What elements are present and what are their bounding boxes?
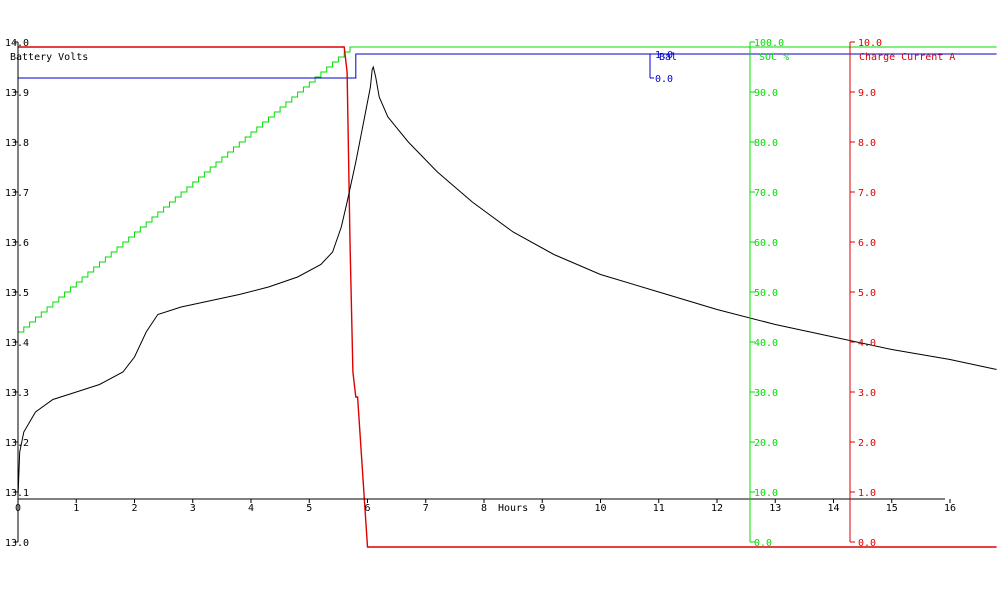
x-tick-label: 13 bbox=[769, 503, 781, 514]
x-tick-label: 7 bbox=[423, 503, 429, 514]
soc-tick-label: 10.0 bbox=[754, 488, 778, 499]
voltage-tick-label: 13.7 bbox=[5, 188, 29, 199]
x-tick-label: 6 bbox=[364, 503, 370, 514]
voltage-tick-label: 13.5 bbox=[5, 288, 29, 299]
series-layer bbox=[17, 46, 997, 548]
current-tick-label: 7.0 bbox=[858, 188, 876, 199]
balance-tick-label: 0.0 bbox=[655, 74, 673, 85]
axis-layer bbox=[17, 42, 945, 542]
voltage-axis-title: Battery Volts bbox=[10, 52, 88, 63]
soc-tick-label: 70.0 bbox=[754, 188, 778, 199]
soc-tick-label: 20.0 bbox=[754, 438, 778, 449]
soc-tick-label: 50.0 bbox=[754, 288, 778, 299]
voltage-tick-label: 13.8 bbox=[5, 138, 29, 149]
soc-axis-title: SOC % bbox=[759, 52, 789, 63]
voltage-tick-label: 13.4 bbox=[5, 338, 29, 349]
x-tick-label: 5 bbox=[306, 503, 312, 514]
voltage-tick-label: 14.0 bbox=[5, 38, 29, 49]
balance-series-line bbox=[18, 53, 997, 79]
voltage-tick-label: 13.2 bbox=[5, 438, 29, 449]
x-tick-label: 3 bbox=[190, 503, 196, 514]
current-tick-label: 2.0 bbox=[858, 438, 876, 449]
x-tick-label: 0 bbox=[15, 503, 21, 514]
x-tick-label: 10 bbox=[594, 503, 606, 514]
current-tick-label: 5.0 bbox=[858, 288, 876, 299]
current-tick-label: 8.0 bbox=[858, 138, 876, 149]
x-tick-label: 15 bbox=[886, 503, 898, 514]
soc-tick-label: 80.0 bbox=[754, 138, 778, 149]
balance-axis-title: Bal bbox=[659, 52, 677, 63]
x-tick-label: 11 bbox=[653, 503, 665, 514]
voltage-series-line bbox=[17, 65, 997, 498]
soc-series-line bbox=[18, 46, 997, 333]
current-tick-label: 0.0 bbox=[858, 538, 876, 549]
balance-tick-label: 1.0 bbox=[655, 50, 673, 61]
current-tick-label: 3.0 bbox=[858, 388, 876, 399]
voltage-tick-label: 13.0 bbox=[5, 538, 29, 549]
current-tick-label: 10.0 bbox=[858, 38, 882, 49]
soc-tick-label: 90.0 bbox=[754, 88, 778, 99]
current-tick-label: 6.0 bbox=[858, 238, 876, 249]
soc-tick-label: 30.0 bbox=[754, 388, 778, 399]
voltage-tick-label: 13.3 bbox=[5, 388, 29, 399]
x-tick-label: 4 bbox=[248, 503, 254, 514]
x-tick-label: 14 bbox=[827, 503, 839, 514]
voltage-tick-label: 13.1 bbox=[5, 488, 29, 499]
x-axis-label: Hours bbox=[498, 503, 528, 514]
current-tick-label: 1.0 bbox=[858, 488, 876, 499]
soc-tick-label: 0.0 bbox=[754, 538, 772, 549]
current-tick-label: 4.0 bbox=[858, 338, 876, 349]
label-layer: Hours Battery Volts SOC % Charge Current A B… bbox=[10, 52, 955, 514]
x-tick-label: 1 bbox=[73, 503, 79, 514]
x-tick-label: 9 bbox=[539, 503, 545, 514]
x-tick-label: 8 bbox=[481, 503, 487, 514]
voltage-tick-label: 13.9 bbox=[5, 88, 29, 99]
x-tick-label: 2 bbox=[131, 503, 137, 514]
soc-tick-label: 40.0 bbox=[754, 338, 778, 349]
voltage-tick-label: 13.6 bbox=[5, 238, 29, 249]
soc-tick-label: 60.0 bbox=[754, 238, 778, 249]
x-tick-label: 12 bbox=[711, 503, 723, 514]
current-axis-title: Charge Current A bbox=[859, 52, 955, 63]
tick-layer: 0 1 2 3 4 5 6 7 8 9 10 11 12 13 14 15 1613.013.113.213.3… bbox=[5, 38, 956, 549]
x-tick-label: 16 bbox=[944, 503, 956, 514]
soc-tick-label: 100.0 bbox=[754, 38, 784, 49]
current-series-line bbox=[18, 46, 997, 548]
current-tick-label: 9.0 bbox=[858, 88, 876, 99]
